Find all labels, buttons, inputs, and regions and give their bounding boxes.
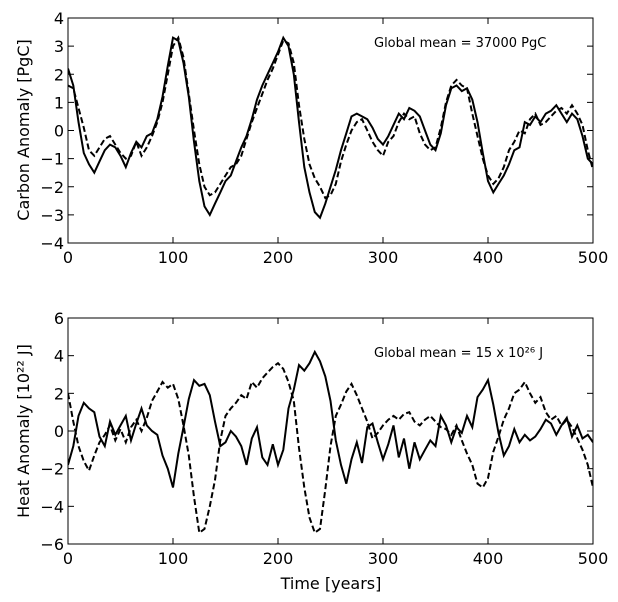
carbon-y-tick-label: −1 <box>40 150 64 169</box>
heat-y-tick-label: 2 <box>54 384 64 403</box>
heat-series-solid-line <box>68 349 593 488</box>
carbon-y-tick-label: 4 <box>54 9 64 28</box>
heat-anomaly-panel: Heat Anomaly [10²² J] Global mean = 15 x… <box>14 309 608 593</box>
heat-y-axis-label: Heat Anomaly [10²² J] <box>14 344 33 518</box>
heat-y-tick-label: 0 <box>54 422 64 441</box>
heat-global-mean-annotation: Global mean = 15 x 10²⁶ J <box>374 346 543 361</box>
heat-y-tick-label: −6 <box>40 535 64 554</box>
carbon-x-tick-label: 100 <box>158 248 189 267</box>
heat-x-tick-label: 0 <box>63 549 73 568</box>
carbon-x-tick-label: 0 <box>63 248 73 267</box>
carbon-x-tick-label: 500 <box>578 248 609 267</box>
carbon-x-tick-label: 400 <box>473 248 504 267</box>
heat-x-tick-label: 100 <box>158 549 189 568</box>
heat-x-tick-label: 300 <box>368 549 399 568</box>
carbon-y-tick-label: −2 <box>40 178 64 197</box>
carbon-y-tick-label: −4 <box>40 234 64 253</box>
carbon-y-tick-label: 2 <box>54 65 64 84</box>
heat-y-tick-label: −4 <box>40 497 64 516</box>
heat-series-dashed-line <box>68 361 593 535</box>
carbon-y-axis-label: Carbon Anomaly [PgC] <box>14 39 33 220</box>
heat-y-tick-label: 4 <box>54 347 64 366</box>
heat-x-tick-label: 200 <box>263 549 294 568</box>
heat-x-tick-label: 500 <box>578 549 609 568</box>
carbon-y-tick-label: 1 <box>54 93 64 112</box>
carbon-y-tick-label: 0 <box>54 122 64 141</box>
carbon-x-tick-label: 200 <box>263 248 294 267</box>
carbon-y-tick-label: −3 <box>40 206 64 225</box>
heat-x-axis-label: Time [years] <box>280 574 382 593</box>
heat-x-tick-label: 400 <box>473 549 504 568</box>
heat-y-tick-label: 6 <box>54 309 64 328</box>
carbon-anomaly-panel: Carbon Anomaly [PgC] Global mean = 37000… <box>14 9 608 267</box>
heat-y-tick-label: −2 <box>40 460 64 479</box>
carbon-x-tick-label: 300 <box>368 248 399 267</box>
carbon-global-mean-annotation: Global mean = 37000 PgC <box>374 36 546 51</box>
carbon-series-dashed-line <box>68 35 593 200</box>
carbon-plot-frame <box>67 17 594 244</box>
carbon-series-solid-line <box>68 35 593 220</box>
carbon-y-tick-label: 3 <box>54 37 64 56</box>
